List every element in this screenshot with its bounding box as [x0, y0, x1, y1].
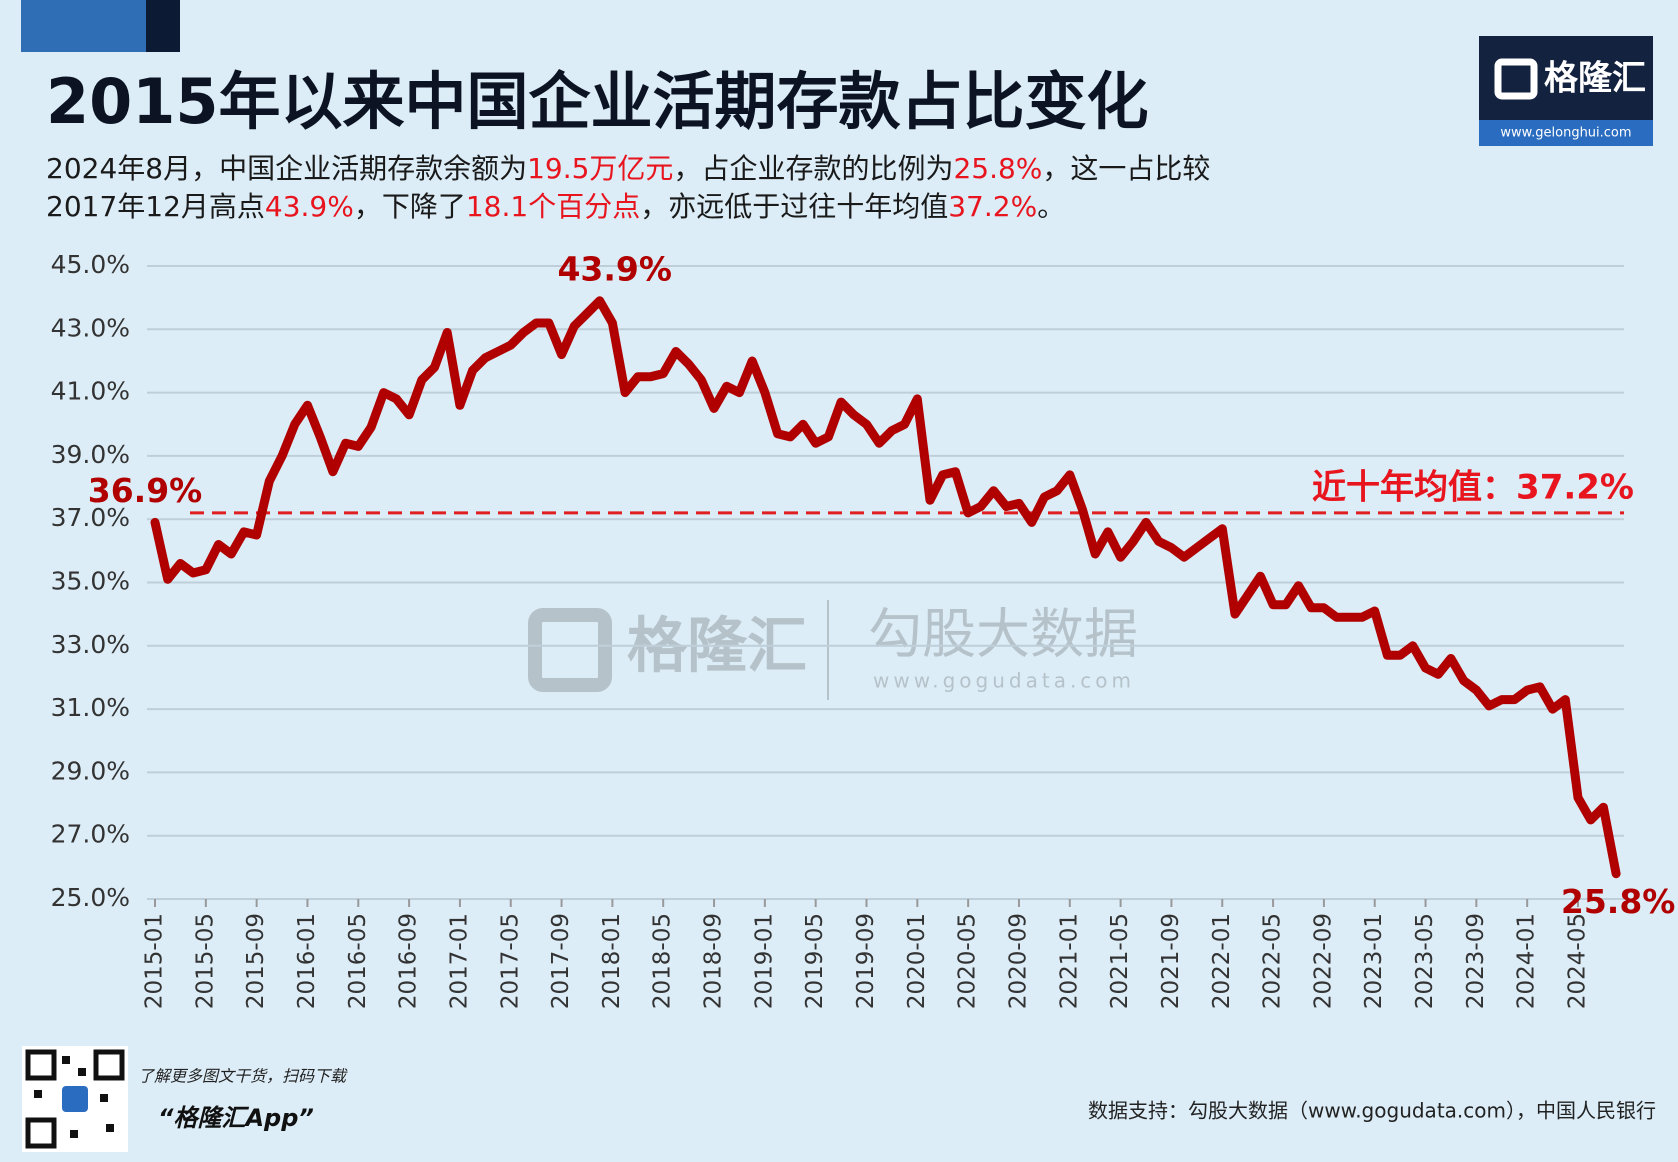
subtitle-segment: ，这一占比较 [1042, 152, 1210, 185]
logo-url: www.gelonghui.com [1500, 126, 1631, 141]
logo-strip [1479, 120, 1653, 146]
subtitle-segment: 2017年12月高点 [46, 190, 265, 223]
x-tick-label: 2023-09 [1463, 913, 1489, 1009]
subtitle-segment: ，下降了 [354, 190, 466, 223]
x-tick-label: 2022-05 [1260, 913, 1286, 1009]
x-tick-label: 2020-09 [1005, 913, 1031, 1009]
subtitle: 2024年8月，中国企业活期存款余额为19.5万亿元，占企业存款的比例为25.8… [46, 152, 1210, 223]
subtitle-segment: 。 [1037, 190, 1065, 223]
line [150, 296, 1621, 879]
y-tick-label: 29.0% [51, 756, 130, 785]
x-tick-label: 2018-01 [599, 913, 625, 1009]
y-tick-label: 37.0% [51, 503, 130, 532]
subtitle-segment: 25.8% [953, 152, 1042, 185]
qr-caption: 了解更多图文干货，扫码下载 [138, 1067, 348, 1086]
watermark: 格隆汇 勾股大数据 www.gogudata.com [528, 600, 1138, 700]
qr-dot [100, 1094, 108, 1102]
y-tick-label: 41.0% [51, 377, 130, 406]
x-tick-label: 2024-01 [1514, 913, 1540, 1009]
x-tick-label: 2018-09 [701, 913, 727, 1009]
source: 数据支持：勾股大数据（www.gogudata.com），中国人民银行 [1088, 1099, 1656, 1123]
qr-finder [93, 1049, 125, 1081]
x-tick-label: 2017-05 [497, 913, 523, 1009]
subtitle-line: 2024年8月，中国企业活期存款余额为19.5万亿元，占企业存款的比例为25.8… [46, 152, 1210, 185]
x-tick-label: 2021-05 [1107, 913, 1133, 1009]
qr-dot [70, 1130, 78, 1138]
x-tick-label: 2017-09 [548, 913, 574, 1009]
subtitle-segment: 43.9% [265, 190, 354, 223]
subtitle-segment: 2024年8月，中国企业活期存款余额为 [46, 152, 527, 185]
value-label: 36.9% [88, 471, 203, 510]
y-tick-label: 43.0% [51, 313, 130, 342]
x-tick-label: 2022-09 [1310, 913, 1336, 1009]
logo-icon [1494, 58, 1538, 100]
qr-dot [78, 1068, 86, 1076]
x-tick-label: 2021-01 [1056, 913, 1082, 1009]
subtitle-segment: ，占企业存款的比例为 [673, 152, 953, 185]
subtitle-segment: ，亦远低于过往十年均值 [640, 190, 948, 223]
y-tick-label: 45.0% [51, 250, 130, 279]
qr-finder [25, 1117, 57, 1149]
x-tick-label: 2023-05 [1412, 913, 1438, 1009]
x-tick-label: 2020-01 [904, 913, 930, 1009]
qr-dot [106, 1124, 114, 1132]
x-tick-label: 2018-05 [650, 913, 676, 1009]
subtitle-segment: 18.1个百分点 [466, 190, 640, 223]
y-tick-label: 27.0% [51, 820, 130, 849]
subtitle-segment: 37.2% [948, 190, 1037, 223]
x-tick-label: 2021-09 [1158, 913, 1184, 1009]
y-tick-label: 31.0% [51, 693, 130, 722]
x-tick-label: 2015-01 [142, 913, 168, 1009]
x-tick-label: 2015-09 [243, 913, 269, 1009]
subtitle-segment: 19.5万亿元 [527, 152, 673, 185]
qr-code [22, 1046, 128, 1152]
app-name: “格隆汇App” [158, 1104, 314, 1132]
x-tick-label: 2019-01 [751, 913, 777, 1009]
x-tick-label: 2016-05 [345, 913, 371, 1009]
corner-bar [21, 0, 146, 52]
chart-title: 2015年以来中国企业活期存款占比变化 [46, 65, 1149, 138]
x-tick-label: 2015-05 [192, 913, 218, 1009]
x-tick-label: 2016-01 [294, 913, 320, 1009]
x-tick-label: 2023-01 [1361, 913, 1387, 1009]
x-tick-label: 2019-05 [802, 913, 828, 1009]
y-tick-label: 35.0% [51, 567, 130, 596]
subtitle-line: 2017年12月高点43.9%，下降了18.1个百分点，亦远低于过往十年均值37… [46, 190, 1065, 223]
qr-finder [25, 1049, 57, 1081]
x-tick-label: 2017-01 [446, 913, 472, 1009]
plot: 25.0% 27.0% 29.0% 31.0% 33.0% 35.0% 37.0% 39.0%… [51, 249, 1676, 1009]
reference-label: 近十年均值：37.2% [1312, 467, 1634, 507]
corner-bar [146, 0, 180, 52]
y-tick-label: 39.0% [51, 440, 130, 469]
value-label: 25.8% [1561, 882, 1676, 921]
x-tick-label: 2024-05 [1565, 913, 1591, 1009]
watermark-icon [528, 608, 612, 692]
x-tick-label: 2022-01 [1209, 913, 1235, 1009]
y-tick-label: 33.0% [51, 630, 130, 659]
watermark-data: 勾股大数据 [868, 603, 1138, 666]
x-tick-label: 2019-09 [853, 913, 879, 1009]
value-label: 43.9% [557, 249, 672, 288]
qr-logo [62, 1086, 88, 1112]
x-tick-label: 2016-09 [396, 913, 422, 1009]
qr-dot [34, 1090, 42, 1098]
watermark-url: www.gogudata.com [873, 669, 1135, 693]
qr-dot [62, 1056, 70, 1064]
x-tick-label: 2020-05 [955, 913, 981, 1009]
logo-text: 格隆汇 [1544, 59, 1646, 99]
y-tick-label: 25.0% [51, 883, 130, 912]
